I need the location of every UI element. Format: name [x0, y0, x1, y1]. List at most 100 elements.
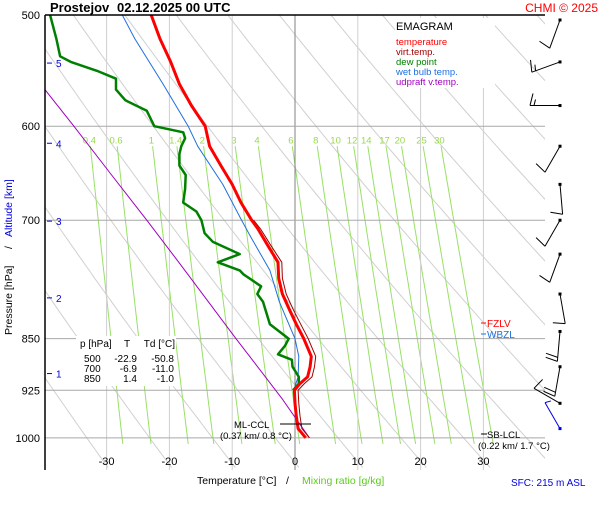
mixing-ratio-label: 4 [254, 135, 259, 146]
wind-barb [539, 19, 561, 49]
temperature-tick-label: -20 [161, 456, 177, 468]
wind-barb [543, 365, 561, 396]
y-axis-labels: Pressure [hPa] / Altitude [km] [3, 179, 15, 335]
altitude-tick-label: 4 [56, 139, 62, 150]
wind-barb-shaft [560, 294, 565, 324]
wind-barb [530, 94, 562, 108]
table-cell: 1.4 [123, 374, 137, 385]
y-axis-label-altitude: Altitude [km] [3, 179, 15, 237]
wind-barb-feather [530, 94, 533, 106]
x-axis-label-mixing: Mixing ratio [g/kg] [302, 475, 384, 487]
table-header-p: p [hPa] [80, 339, 112, 350]
wind-barb-feather [550, 212, 562, 214]
mixing-ratio-line [441, 146, 493, 444]
mixing-ratio-line [317, 146, 362, 444]
series-virtual-temp [254, 220, 316, 438]
x-axis-label: Temperature [°C] [197, 475, 277, 487]
mixing-ratio-line [402, 146, 452, 444]
table-cell: -1.0 [157, 374, 175, 385]
wind-barb [536, 145, 561, 172]
pressure-tick-label: 925 [22, 385, 40, 397]
pressure-tick-label: 500 [22, 10, 40, 22]
dry-adiabat-line [514, 0, 600, 468]
temperature-tick-label: 20 [414, 456, 426, 468]
legend: EMAGRAM temperature virt.temp. dew point… [395, 18, 495, 88]
mixing-ratio-label: 1 [149, 135, 154, 146]
wind-barb-feather [543, 391, 554, 396]
wind-barb-shaft [545, 220, 560, 246]
wind-barb-shaft [545, 146, 560, 172]
wind-barb [546, 330, 562, 361]
mixing-ratio-label: 2 [200, 135, 205, 146]
wind-barb-half-feather [545, 401, 551, 403]
temperature-tick-label: -30 [99, 456, 115, 468]
mixing-ratio-label: 30 [434, 135, 445, 146]
copyright: CHMI © 2025 [525, 1, 598, 15]
wind-barb-shaft [560, 184, 563, 214]
dry-adiabat-line [56, 0, 426, 468]
wind-barb-half-feather [535, 65, 536, 71]
wind-barb-shaft [550, 254, 560, 282]
mixing-ratio-label: 1.4 [169, 135, 182, 146]
y-axis-separator: / [3, 246, 15, 249]
wind-barb [536, 219, 561, 246]
altitude-tick-label: 5 [56, 59, 62, 70]
station-name: Prostejov [50, 0, 110, 15]
wind-barb-feather [544, 387, 555, 392]
mixing-ratio-label: 20 [395, 135, 406, 146]
wind-barb [539, 253, 561, 283]
wind-barb-feather [536, 164, 545, 173]
wind-barb-feather [546, 353, 558, 357]
temperature-tick-label: -10 [224, 456, 240, 468]
mixing-ratio-line [235, 146, 275, 444]
sb-lcl-value: (0.22 km/ 1.7 °C) [478, 441, 550, 452]
fzlv-label: FZLV [487, 319, 511, 330]
wind-barb-shaft [545, 403, 560, 429]
pressure-tick-label: 700 [22, 215, 40, 227]
wind-barbs [530, 19, 565, 431]
wind-barb [550, 183, 562, 214]
wind-barb-feather [531, 60, 532, 72]
wind-barb-feather [539, 41, 549, 48]
pressure-tick-label: 1000 [16, 433, 40, 445]
pressure-tick-label: 600 [22, 121, 40, 133]
table-header-t: T [124, 339, 130, 350]
mixing-ratio-label: 6 [288, 135, 293, 146]
ml-ccl-value: (0.37 km/ 0.8 °C) [220, 431, 292, 442]
sb-lcl-label: SB-LCL [487, 430, 520, 441]
wind-barb-feather [546, 357, 558, 361]
x-axis-separator: / [286, 475, 289, 487]
mixing-ratio-label: 25 [416, 135, 427, 146]
legend-title: EMAGRAM [396, 21, 453, 33]
wind-barb-feather [553, 323, 565, 324]
wind-barb [531, 60, 562, 72]
temperature-tick-label: 0 [292, 456, 298, 468]
altitude-tick-label: 1 [56, 370, 62, 381]
wind-barb-shaft [550, 20, 560, 48]
pressure-tick-label: 850 [22, 334, 40, 346]
temperature-tick-label: 30 [477, 456, 489, 468]
table-cell: 850 [84, 374, 101, 385]
wbzl-label: WBZL [487, 330, 515, 341]
table-header-td: Td [°C] [144, 339, 175, 350]
wind-barb-feather [539, 275, 549, 282]
mixing-ratio-label: 0.6 [109, 135, 122, 146]
mixing-ratio-label: 10 [330, 135, 341, 146]
wind-barb-half-feather [534, 100, 536, 106]
wind-barb-feather [536, 238, 545, 247]
altitude-tick-label: 3 [56, 217, 62, 228]
temperature-tick-label: 10 [352, 456, 364, 468]
level-table: p [hPa] T Td [°C] 500 -22.9 -50.8 700 -6… [76, 336, 176, 386]
ml-ccl-label: ML-CCL [234, 420, 269, 431]
sounding-datetime: 02.12.2025 00 UTC [117, 0, 231, 15]
dry-adiabats [0, 0, 600, 468]
y-axis-label: Pressure [hPa] [3, 265, 15, 335]
mixing-ratio-label: 12 [347, 135, 358, 146]
wind-barb [553, 293, 565, 324]
mixing-ratio-line [153, 146, 189, 444]
mixing-ratio-label: 17 [379, 135, 390, 146]
mixing-ratio-label: 14 [361, 135, 372, 146]
